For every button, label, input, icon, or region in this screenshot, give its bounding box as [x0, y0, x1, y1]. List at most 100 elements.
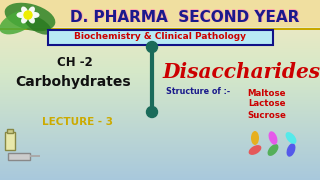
Text: D. PHARMA  SECOND YEAR: D. PHARMA SECOND YEAR [70, 10, 299, 24]
Bar [0, 91, 320, 92]
Bar [0, 48, 320, 49]
Bar [0, 26, 320, 28]
Bar [0, 89, 320, 90]
Bar [0, 159, 320, 161]
Bar [5, 132, 15, 150]
FancyBboxPatch shape [47, 30, 273, 44]
Bar [0, 57, 320, 58]
Bar [0, 8, 320, 10]
Ellipse shape [28, 6, 35, 15]
Bar [0, 39, 320, 40]
Ellipse shape [5, 3, 55, 31]
Bar [0, 118, 320, 120]
Bar [0, 42, 320, 43]
Text: Lactose: Lactose [248, 100, 286, 109]
Bar [0, 28, 320, 30]
Bar [0, 93, 320, 95]
Bar [0, 35, 320, 37]
Bar [0, 111, 320, 113]
Bar [0, 58, 320, 60]
Bar [0, 87, 320, 88]
Bar [0, 64, 320, 65]
Circle shape [147, 107, 157, 118]
Bar [0, 163, 320, 165]
Bar [0, 96, 320, 97]
Bar [0, 134, 320, 135]
Bar [0, 12, 320, 13]
Bar [0, 125, 320, 126]
Bar [0, 161, 320, 162]
Bar [0, 165, 320, 166]
Bar [0, 33, 320, 34]
Bar [0, 80, 320, 81]
Bar [0, 141, 320, 142]
Bar [0, 112, 320, 114]
Bar [0, 71, 320, 73]
Bar [0, 37, 320, 39]
Bar [0, 3, 320, 5]
Bar [0, 136, 320, 137]
Bar [0, 12, 320, 14]
Bar [0, 136, 320, 138]
Bar [0, 51, 320, 52]
Ellipse shape [268, 131, 277, 145]
Bar [0, 145, 320, 147]
Bar [0, 138, 320, 140]
Bar [0, 177, 320, 179]
Bar [0, 66, 320, 67]
Bar [0, 150, 320, 151]
Bar [0, 109, 320, 111]
Bar [0, 94, 320, 96]
Bar [0, 51, 320, 53]
Bar [0, 6, 320, 8]
Bar [0, 111, 320, 112]
Bar [0, 105, 320, 106]
Bar [0, 177, 320, 178]
Bar [0, 46, 320, 48]
Bar [0, 138, 320, 139]
Text: Disaccharides: Disaccharides [163, 62, 320, 82]
Bar [30, 155, 40, 157]
Bar [0, 24, 320, 26]
Bar [0, 129, 320, 131]
Text: Biochemistry & Clinical Pathology: Biochemistry & Clinical Pathology [74, 32, 246, 41]
Circle shape [24, 11, 32, 19]
Bar [0, 62, 320, 63]
Bar [0, 158, 320, 159]
Bar [0, 163, 320, 164]
Ellipse shape [286, 143, 295, 157]
Bar [0, 57, 320, 59]
Bar [0, 87, 320, 89]
Bar [0, 69, 320, 71]
Bar [0, 82, 320, 84]
Bar [0, 114, 320, 116]
Bar [0, 91, 320, 93]
Bar [0, 123, 320, 125]
Bar [0, 84, 320, 85]
Bar [0, 35, 320, 36]
Bar [0, 33, 320, 35]
Bar [0, 125, 320, 127]
Bar [0, 14, 320, 15]
Bar [0, 15, 320, 17]
Bar [0, 107, 320, 109]
Bar [0, 44, 320, 46]
Bar [0, 103, 320, 105]
Bar [0, 161, 320, 163]
Bar [0, 71, 320, 72]
Bar [0, 172, 320, 173]
Bar [0, 150, 320, 152]
Bar [0, 105, 320, 107]
Bar [0, 145, 320, 146]
Text: D. PHARMA  SECOND YEAR: D. PHARMA SECOND YEAR [70, 9, 300, 24]
Bar [0, 132, 320, 134]
Bar [0, 37, 320, 38]
Ellipse shape [21, 15, 28, 24]
Bar [0, 21, 320, 22]
Text: Carbohydrates: Carbohydrates [15, 75, 131, 89]
Ellipse shape [249, 145, 261, 155]
Bar [0, 120, 320, 122]
Bar [0, 86, 320, 87]
Bar [0, 165, 320, 167]
Bar [0, 156, 320, 157]
